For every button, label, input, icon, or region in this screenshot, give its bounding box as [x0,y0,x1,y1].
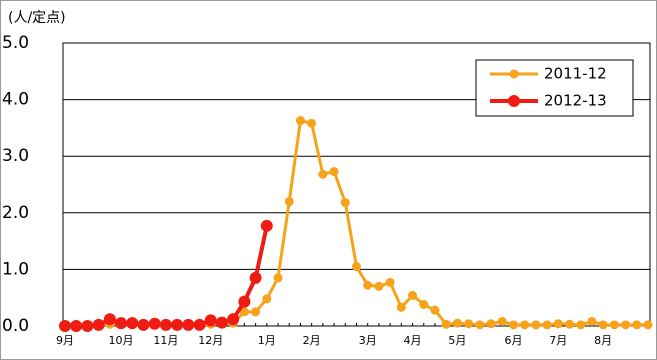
data-point [643,320,653,330]
data-point [171,318,184,331]
data-point [273,273,283,283]
data-point [497,316,507,326]
data-point [486,319,496,329]
data-point [363,280,373,290]
data-point [385,277,395,287]
data-point [137,318,150,331]
y-tick-label: 0.0 [2,316,29,336]
data-point [284,196,294,206]
data-point [215,316,228,329]
data-point [262,294,272,304]
data-point [340,198,350,208]
x-tick-label: 11月 [153,334,178,347]
data-point [238,295,251,308]
y-axis-label: (人/定点) [8,10,66,26]
data-point [396,302,406,312]
data-point [295,116,305,126]
data-point [531,320,541,330]
data-point [553,319,563,329]
y-tick-label: 5.0 [2,33,29,53]
data-point [441,319,451,329]
x-tick-label: 3月 [359,334,377,347]
y-tick-label: 4.0 [2,90,29,110]
data-point [260,219,273,232]
data-point [318,169,328,179]
x-tick-label: 1月 [258,334,276,347]
x-tick-label: 6月 [504,334,522,347]
data-point [598,320,608,330]
data-point [204,314,217,327]
data-point [148,317,161,330]
x-tick-label: 5月 [448,334,466,347]
x-tick-label: 4月 [404,334,422,347]
data-point [307,118,317,128]
data-point [475,320,485,330]
y-tick-label: 3.0 [2,146,29,166]
data-point [81,320,94,332]
data-point [374,281,384,291]
data-point [352,262,361,272]
data-point [92,318,105,331]
x-tick-label: 10月 [109,334,134,347]
y-tick-label: 2.0 [2,203,29,223]
legend-label: 2012-13 [544,92,607,110]
data-point [419,299,429,309]
legend-marker [508,95,520,107]
data-point [182,318,195,331]
data-point [249,271,262,284]
data-point [159,318,172,331]
data-point [587,316,597,326]
data-point [115,317,128,330]
legend-label: 2011-12 [544,65,607,83]
data-point [251,307,261,317]
data-point [239,307,249,317]
legend-box [475,59,634,117]
data-point [632,320,642,330]
data-point [508,320,518,330]
x-tick-label: 2月 [303,334,321,347]
data-point [408,290,418,300]
data-point [621,320,631,330]
data-point [430,305,440,315]
data-point [542,320,552,330]
data-point [520,320,530,330]
x-tick-label: 7月 [549,334,567,347]
data-point [70,320,83,332]
data-point [609,320,619,330]
data-point [464,319,474,329]
data-point [126,317,139,330]
data-point [565,319,575,329]
data-point [103,313,116,326]
legend-marker [509,69,519,79]
data-point [452,318,462,328]
x-tick-label: 12月 [198,334,223,347]
data-point [576,320,586,330]
data-point [193,318,206,331]
data-point [59,320,71,332]
data-point [329,166,339,176]
x-tick-label: 8月 [594,334,612,347]
x-tick-label: 9月 [56,334,74,347]
y-tick-label: 1.0 [2,259,29,279]
data-point [227,313,240,326]
